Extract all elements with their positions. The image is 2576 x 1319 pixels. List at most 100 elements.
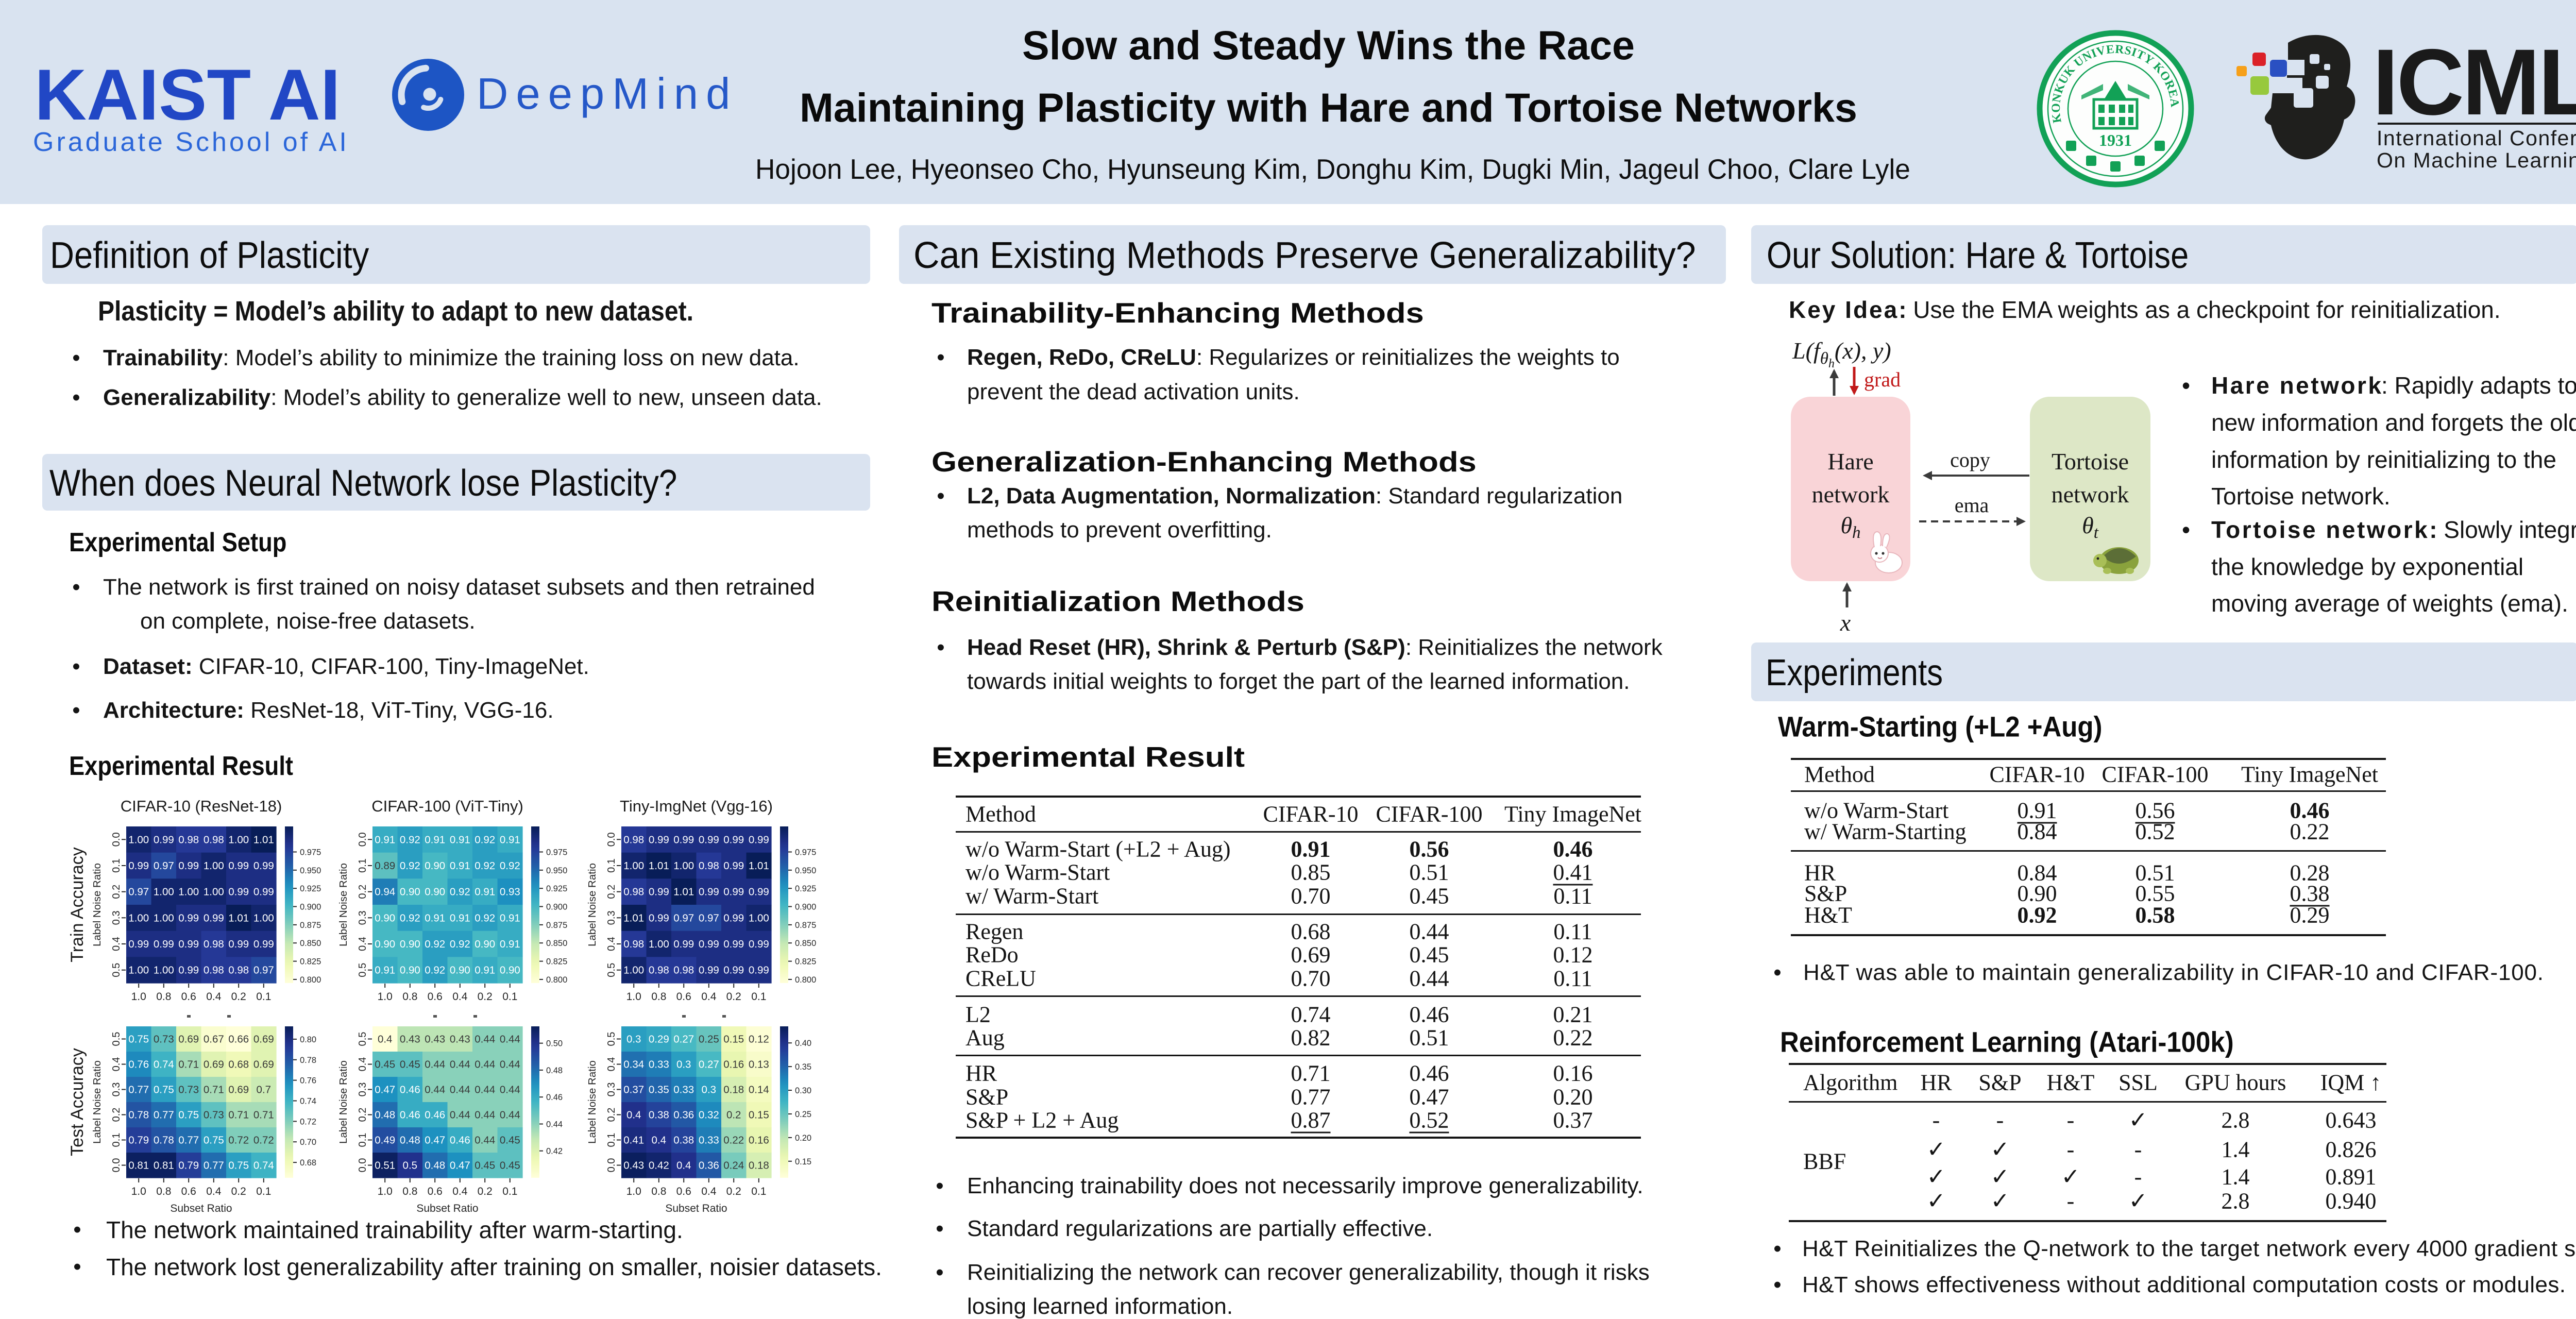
svg-text:0.99: 0.99 — [673, 938, 694, 950]
svg-text:0.76: 0.76 — [300, 1076, 316, 1086]
svg-text:0.91: 0.91 — [500, 938, 520, 950]
svg-text:0.73: 0.73 — [178, 1084, 199, 1096]
svg-text:0.800: 0.800 — [795, 975, 816, 985]
svg-text:Subset Ratio: Subset Ratio — [170, 1203, 232, 1214]
svg-text:0.94: 0.94 — [375, 886, 395, 898]
svg-text:x: x — [1840, 610, 1851, 636]
svg-text:0.72: 0.72 — [300, 1117, 316, 1126]
svg-text:0.75: 0.75 — [178, 1109, 199, 1121]
svg-text:1.0: 1.0 — [131, 991, 146, 1003]
svg-text:0.78: 0.78 — [300, 1056, 316, 1065]
svg-text:0.99: 0.99 — [723, 912, 744, 924]
svg-text:0.49: 0.49 — [375, 1135, 395, 1146]
svg-text:0.3: 0.3 — [702, 1084, 717, 1096]
svg-text:copy: copy — [1950, 448, 1990, 471]
svg-text:0.14: 0.14 — [749, 1084, 769, 1096]
svg-text:0.16: 0.16 — [749, 1135, 769, 1146]
svg-text:L(fθh(x), y): L(fθh(x), y) — [1792, 337, 1891, 370]
svg-text:0.47: 0.47 — [425, 1135, 445, 1146]
svg-text:0.44: 0.44 — [474, 1084, 495, 1096]
svg-text:0.81: 0.81 — [128, 1160, 149, 1172]
svg-text:0.75: 0.75 — [128, 1034, 149, 1045]
svg-text:0.43: 0.43 — [623, 1160, 644, 1172]
svg-text:Label Noise Ratio: Label Noise Ratio — [91, 863, 103, 946]
svg-text:0.8: 0.8 — [402, 991, 417, 1003]
svg-text:0.950: 0.950 — [795, 866, 816, 875]
svg-text:0.46: 0.46 — [450, 1135, 470, 1146]
svg-text:0.825: 0.825 — [546, 957, 567, 967]
svg-text:0.925: 0.925 — [546, 884, 567, 893]
svg-text:0.44: 0.44 — [500, 1059, 520, 1071]
svg-text:0.4: 0.4 — [452, 1186, 468, 1197]
svg-text:0.44: 0.44 — [450, 1084, 470, 1096]
svg-text:0.99: 0.99 — [699, 965, 719, 976]
svg-text:1.0: 1.0 — [626, 991, 641, 1003]
svg-text:0.15: 0.15 — [723, 1034, 744, 1045]
svg-text:0.99: 0.99 — [178, 860, 199, 872]
svg-text:0.25: 0.25 — [795, 1110, 811, 1119]
svg-text:0.43: 0.43 — [425, 1034, 445, 1045]
svg-text:1.00: 1.00 — [128, 965, 149, 976]
svg-text:0.66: 0.66 — [228, 1034, 249, 1045]
svg-text:1.00: 1.00 — [154, 912, 174, 924]
svg-text:0.1: 0.1 — [256, 1186, 271, 1197]
svg-text:0.6: 0.6 — [181, 1186, 196, 1197]
svg-text:0.3: 0.3 — [111, 910, 122, 925]
svg-text:0.91: 0.91 — [425, 912, 445, 924]
svg-text:0.46: 0.46 — [400, 1109, 420, 1121]
svg-text:0.80: 0.80 — [300, 1035, 316, 1044]
svg-text:0.1: 0.1 — [502, 991, 517, 1003]
svg-text:0.98: 0.98 — [623, 886, 644, 898]
svg-text:0.97: 0.97 — [128, 886, 149, 898]
svg-text:0.3: 0.3 — [357, 910, 368, 925]
svg-text:θt: θt — [2082, 512, 2099, 542]
svg-text:0.35: 0.35 — [649, 1084, 669, 1096]
svg-text:0.43: 0.43 — [400, 1034, 420, 1045]
svg-text:0.71: 0.71 — [204, 1084, 224, 1096]
svg-text:0.90: 0.90 — [425, 886, 445, 898]
svg-text:0.89: 0.89 — [375, 860, 395, 872]
svg-text:0.6: 0.6 — [181, 991, 196, 1003]
svg-text:0.91: 0.91 — [500, 834, 520, 845]
svg-text:0.92: 0.92 — [400, 834, 420, 845]
svg-text:0.875: 0.875 — [300, 921, 321, 930]
svg-text:0.3: 0.3 — [676, 1059, 691, 1071]
svg-text:0.78: 0.78 — [128, 1109, 149, 1121]
svg-text:0.4: 0.4 — [357, 937, 368, 951]
svg-text:0.99: 0.99 — [178, 912, 199, 924]
svg-text:0.12: 0.12 — [749, 1034, 769, 1045]
svg-text:0.90: 0.90 — [400, 938, 420, 950]
svg-text:0.72: 0.72 — [228, 1135, 249, 1146]
svg-text:0.900: 0.900 — [300, 903, 321, 912]
svg-text:0.0: 0.0 — [606, 832, 617, 847]
svg-text:0.45: 0.45 — [400, 1059, 420, 1071]
svg-text:0.98: 0.98 — [204, 938, 224, 950]
svg-text:0.2: 0.2 — [111, 1108, 122, 1122]
svg-text:0.99: 0.99 — [723, 965, 744, 976]
svg-text:0.90: 0.90 — [400, 965, 420, 976]
svg-text:1.00: 1.00 — [128, 834, 149, 845]
svg-text:0.99: 0.99 — [673, 834, 694, 845]
svg-text:0.42: 0.42 — [649, 1160, 669, 1172]
svg-text:1.00: 1.00 — [749, 912, 769, 924]
svg-text:0.69: 0.69 — [204, 1059, 224, 1071]
svg-text:0.30: 0.30 — [795, 1086, 811, 1095]
svg-text:0.36: 0.36 — [673, 1109, 694, 1121]
svg-text:0.71: 0.71 — [228, 1109, 249, 1121]
svg-text:1.00: 1.00 — [673, 860, 694, 872]
svg-text:0.99: 0.99 — [723, 938, 744, 950]
svg-text:0.46: 0.46 — [546, 1093, 563, 1102]
svg-text:0.78: 0.78 — [154, 1135, 174, 1146]
svg-text:0.6: 0.6 — [428, 991, 443, 1003]
svg-text:1.00: 1.00 — [154, 886, 174, 898]
svg-text:1.00: 1.00 — [204, 886, 224, 898]
svg-text:0.92: 0.92 — [425, 965, 445, 976]
svg-text:0.69: 0.69 — [178, 1034, 199, 1045]
svg-text:0.4: 0.4 — [111, 937, 122, 951]
svg-text:0.79: 0.79 — [128, 1135, 149, 1146]
svg-text:0.43: 0.43 — [450, 1034, 470, 1045]
svg-text:0.98: 0.98 — [623, 834, 644, 845]
svg-text:0.5: 0.5 — [403, 1160, 418, 1172]
svg-text:ema: ema — [1955, 494, 1989, 517]
svg-text:1.0: 1.0 — [378, 1186, 393, 1197]
